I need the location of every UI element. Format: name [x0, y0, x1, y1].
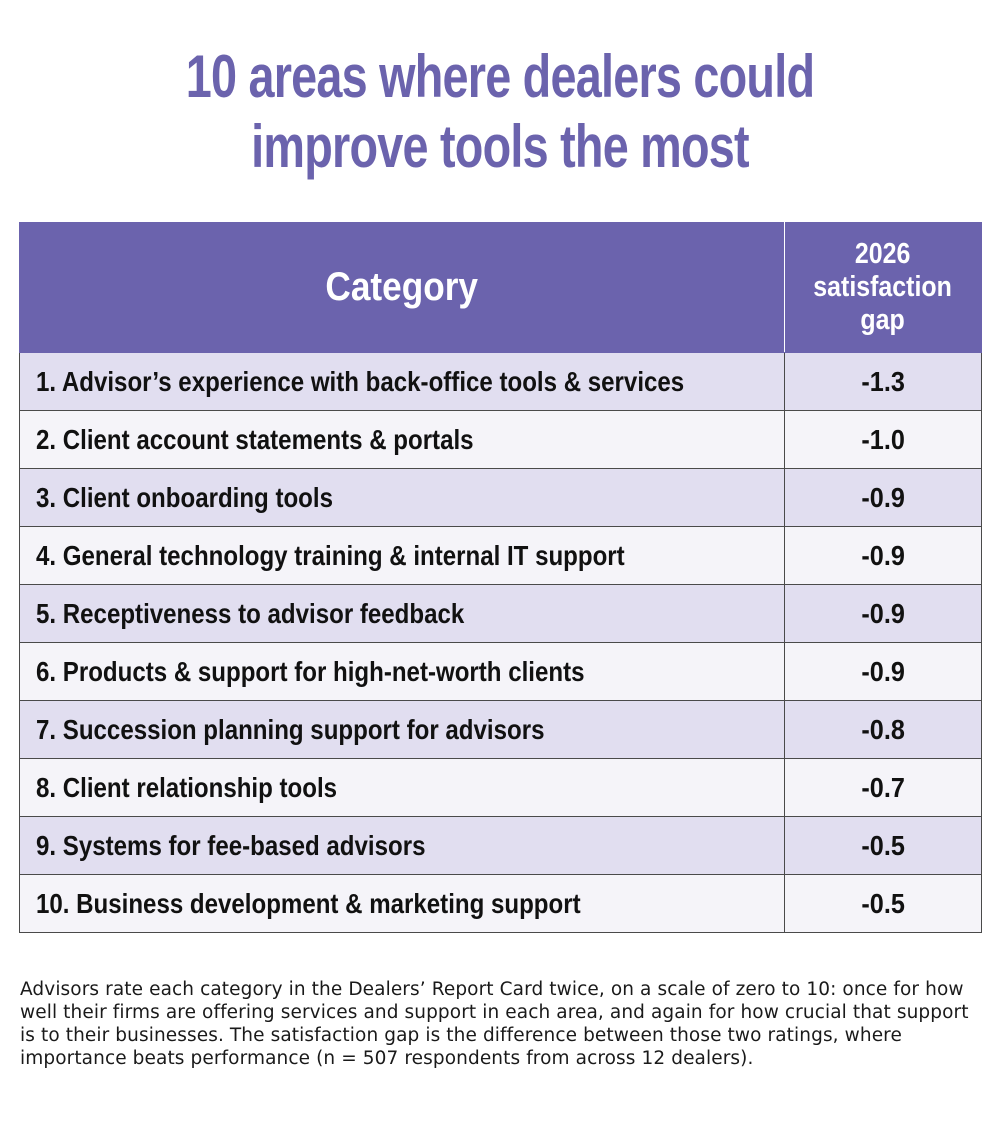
gap-value-cell: -1.0 — [784, 410, 982, 469]
table-row: 6. Products & support for high-net-worth… — [19, 642, 982, 701]
table-row: 8. Client relationship tools -0.7 — [19, 758, 982, 817]
category-label: 5. Receptiveness to advisor feedback — [36, 597, 465, 629]
satisfaction-gap-table: Category 2026 satisfaction gap 1. Adviso… — [19, 222, 982, 933]
table-row: 7. Succession planning support for advis… — [19, 700, 982, 759]
gap-value: -0.9 — [861, 597, 905, 629]
table-row: 1. Advisor’s experience with back-office… — [19, 352, 982, 411]
category-label: 4. General technology training & interna… — [36, 539, 625, 571]
category-label: 1. Advisor’s experience with back-office… — [36, 365, 685, 397]
footnote: Advisors rate each category in the Deale… — [20, 979, 969, 1069]
gap-value-cell: -0.9 — [784, 584, 982, 643]
category-cell: 1. Advisor’s experience with back-office… — [19, 352, 785, 411]
table-row: 4. General technology training & interna… — [19, 526, 982, 585]
column-header-gap-label: 2026 satisfaction gap — [813, 238, 953, 336]
category-label: 7. Succession planning support for advis… — [36, 713, 545, 745]
column-header-category: Category — [19, 222, 785, 353]
table-row: 5. Receptiveness to advisor feedback -0.9 — [19, 584, 982, 643]
category-cell: 7. Succession planning support for advis… — [19, 700, 785, 759]
title-line-2: improve tools the most — [251, 113, 749, 180]
table-row: 2. Client account statements & portals -1… — [19, 410, 982, 469]
category-cell: 8. Client relationship tools — [19, 758, 785, 817]
gap-value: -1.3 — [861, 365, 905, 397]
gap-value: -0.5 — [861, 887, 905, 919]
category-cell: 3. Client onboarding tools — [19, 468, 785, 527]
category-label: 9. Systems for fee-based advisors — [36, 829, 426, 861]
category-label: 2. Client account statements & portals — [36, 423, 474, 455]
category-label: 10. Business development & marketing sup… — [36, 887, 581, 919]
gap-value-cell: -1.3 — [784, 352, 982, 411]
gap-value-cell: -0.7 — [784, 758, 982, 817]
category-cell: 5. Receptiveness to advisor feedback — [19, 584, 785, 643]
gap-value-cell: -0.9 — [784, 526, 982, 585]
table-header-row: Category 2026 satisfaction gap — [19, 222, 982, 353]
gap-value-cell: -0.5 — [784, 816, 982, 875]
category-label: 6. Products & support for high-net-worth… — [36, 655, 585, 687]
gap-value: -0.8 — [861, 713, 905, 745]
category-cell: 4. General technology training & interna… — [19, 526, 785, 585]
category-cell: 6. Products & support for high-net-worth… — [19, 642, 785, 701]
category-label: 3. Client onboarding tools — [36, 481, 333, 513]
category-label: 8. Client relationship tools — [36, 771, 338, 803]
gap-value-cell: -0.9 — [784, 642, 982, 701]
gap-value-cell: -0.9 — [784, 468, 982, 527]
gap-value: -0.7 — [861, 771, 905, 803]
gap-value: -0.9 — [861, 481, 905, 513]
gap-value: -0.9 — [861, 655, 905, 687]
gap-value-cell: -0.5 — [784, 874, 982, 933]
gap-value: -0.5 — [861, 829, 905, 861]
table-body: 1. Advisor’s experience with back-office… — [19, 352, 982, 933]
category-cell: 10. Business development & marketing sup… — [19, 874, 785, 933]
gap-value: -1.0 — [861, 423, 905, 455]
column-header-gap: 2026 satisfaction gap — [784, 222, 982, 353]
title-line-1: 10 areas where dealers could — [185, 43, 815, 110]
chart-title: 10 areas where dealers could improve too… — [110, 42, 890, 182]
gap-value-cell: -0.8 — [784, 700, 982, 759]
category-cell: 9. Systems for fee-based advisors — [19, 816, 785, 875]
category-cell: 2. Client account statements & portals — [19, 410, 785, 469]
table-row: 3. Client onboarding tools -0.9 — [19, 468, 982, 527]
table-row: 10. Business development & marketing sup… — [19, 874, 982, 933]
table-row: 9. Systems for fee-based advisors -0.5 — [19, 816, 982, 875]
gap-value: -0.9 — [861, 539, 905, 571]
column-header-category-label: Category — [325, 265, 479, 309]
